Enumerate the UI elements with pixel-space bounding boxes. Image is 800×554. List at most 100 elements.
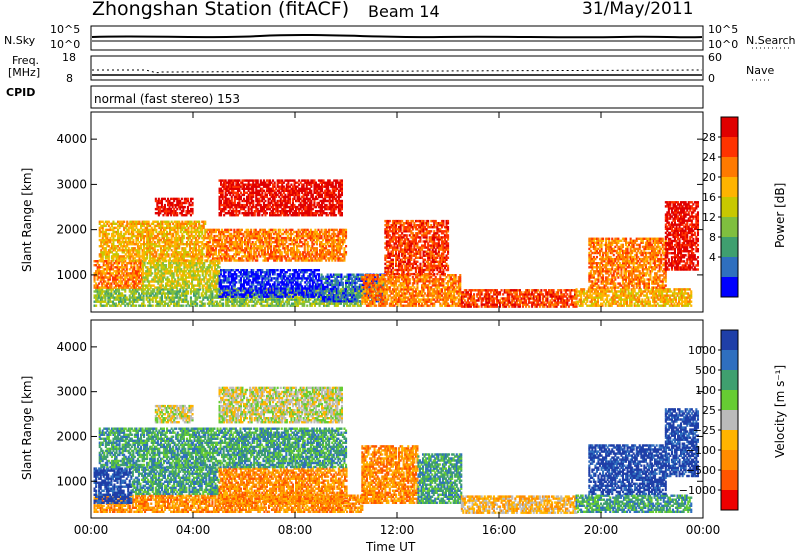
power-cell [241,229,243,231]
power-cell [187,290,189,292]
power-cell [155,229,157,231]
power-cell [228,305,230,307]
power-cell [158,259,160,261]
power-cell [313,296,315,298]
power-cell [264,247,266,249]
power-cell [310,229,312,231]
power-cell [112,259,114,261]
power-cell [149,301,151,303]
power-cell [203,247,205,249]
power-cell [267,259,269,261]
power-cell [342,282,344,284]
power-cell [196,303,198,305]
power-cell [204,221,206,223]
power-cell [248,305,250,307]
power-cell [221,229,223,231]
power-cell [285,241,287,243]
power-cell [232,296,234,298]
power-cell [142,266,144,268]
power-cell [340,274,342,276]
power-cell [307,229,309,231]
power-cell [126,266,128,268]
power-cell [152,231,154,233]
power-cell [327,286,329,288]
power-cell [143,301,145,303]
power-cell [325,229,327,231]
power-cell [276,259,278,261]
power-cell [243,296,245,298]
power-cell [178,301,180,303]
power-cell [178,247,180,249]
power-cell [241,289,243,291]
power-cell [157,266,159,268]
power-cell [218,229,220,231]
power-cell [149,259,151,261]
power-cell [249,259,251,261]
power-cell [325,259,327,261]
power-cell [347,290,349,292]
power-cell [318,273,320,275]
power-cell [308,245,310,247]
power-cell [193,266,195,268]
power-cell [94,276,96,278]
power-cell [251,296,253,298]
power-cell [288,257,290,259]
power-cell [164,259,166,261]
power-cell [148,221,150,223]
power-cell [110,260,112,262]
power-cell [291,229,293,231]
power-cell [226,245,228,247]
power-cell [136,301,138,303]
power-cell [146,253,148,255]
power-cell [234,283,236,285]
power-cell [98,264,100,266]
power-cell [279,229,281,231]
power-cell [98,282,100,284]
power-cell [255,241,257,243]
power-cell [247,229,249,231]
power-cell [313,289,315,291]
cpid-panel [91,86,703,108]
power-cell [256,259,258,261]
power-cell [292,296,294,298]
power-cell [235,296,237,298]
power-cell [225,275,227,277]
power-cell [321,274,323,276]
power-cell [233,229,235,231]
power-cell [144,305,146,307]
power-cell [306,305,308,307]
power-cell [307,241,309,243]
power-cell [120,231,122,233]
power-cell [321,235,323,237]
power-cell [303,273,305,275]
power-cell [240,277,242,279]
power-cell [290,259,292,261]
power-cell [337,280,339,282]
power-cell [199,274,201,276]
power-cell [108,259,110,261]
power-cell [95,305,97,307]
power-cell [108,245,110,247]
power-cell [152,301,154,303]
power-cell [238,253,240,255]
power-cell [356,282,358,284]
power-cell [287,283,289,285]
power-cell [260,296,262,298]
power-cell [183,235,185,237]
power-cell [290,235,292,237]
power-cell [215,231,217,233]
power-cell [201,259,203,261]
power-cell [268,296,270,298]
power-cell [121,292,123,294]
power-cell [140,259,142,261]
nsky-trace [92,35,702,37]
power-cell [269,273,271,275]
power-cell [185,294,187,296]
nsky-panel [91,26,790,50]
power-cell [285,229,287,231]
power-cell [211,290,213,292]
power-cell [318,269,320,271]
power-cell [132,239,134,241]
power-cell [245,287,247,289]
power-cell [359,300,361,302]
